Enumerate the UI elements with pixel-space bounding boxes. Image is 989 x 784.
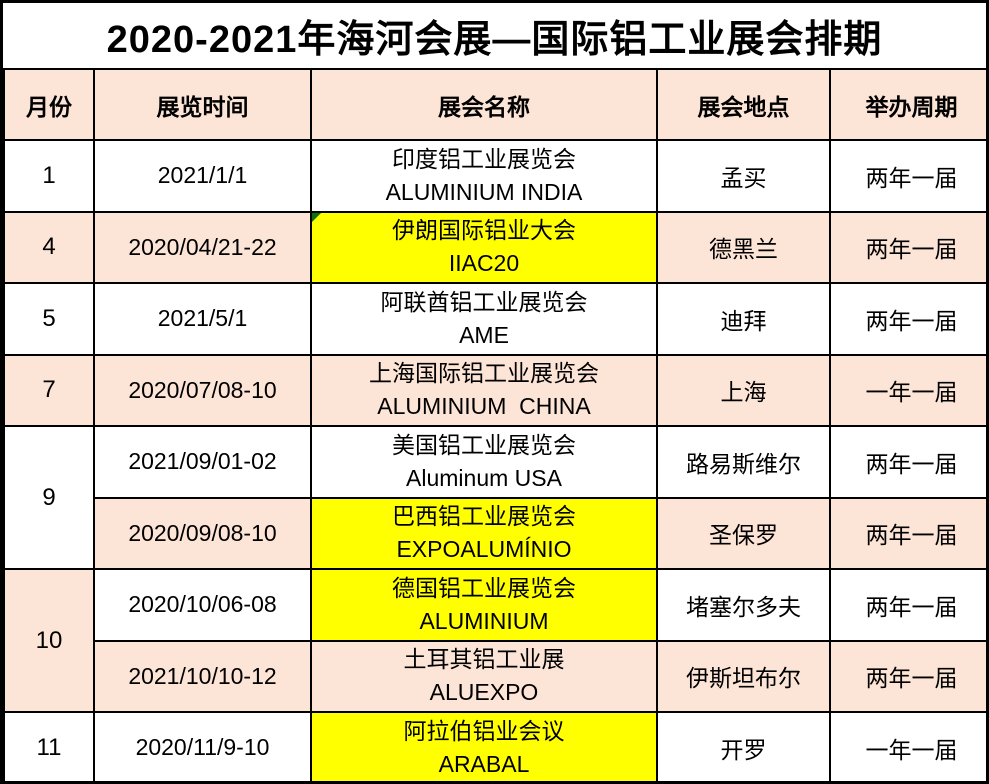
cycle-cell: 两年一届: [829, 568, 986, 642]
location-cell: 开罗: [656, 711, 831, 781]
header-location: 展会地点: [656, 68, 831, 141]
date-cell: 2021/09/01-02: [93, 425, 312, 499]
date-cell: 2020/07/08-10: [93, 353, 312, 427]
exhibition-name-cn: 美国铝工业展览会: [392, 431, 576, 458]
exhibition-name-cell: 土耳其铝工业展 ALUEXPO: [310, 639, 658, 713]
location-cell: 伊斯坦布尔: [656, 639, 831, 713]
exhibition-name-en: ALUEXPO: [429, 679, 539, 706]
month-cell: 4: [3, 210, 95, 284]
exhibition-name-cn: 印度铝工业展览会: [392, 145, 576, 172]
cycle-cell: 两年一届: [829, 425, 986, 499]
month-cell: 5: [3, 282, 95, 356]
exhibition-name-en: ALUMINIUM CHINA: [377, 393, 591, 420]
exhibition-name-cn: 阿拉伯铝业会议: [403, 717, 565, 744]
exhibition-name-en: Aluminum USA: [406, 464, 562, 491]
cycle-cell: 一年一届: [829, 711, 986, 781]
header-date: 展览时间: [93, 68, 312, 141]
table-row: 4 2020/04/21-22 伊朗国际铝业大会 IIAC20 德黑兰 两年一届: [3, 210, 986, 284]
month-cell: 1: [3, 139, 95, 213]
schedule-table: 月份 展览时间 展会名称 展会地点 举办周期 1 2021/1/1 印度铝工业展…: [3, 68, 986, 781]
month-cell: 9: [3, 425, 95, 570]
cycle-cell: 两年一届: [829, 496, 986, 570]
exhibition-name-cell: 阿拉伯铝业会议 ARABAL: [310, 711, 658, 781]
table-row: 1 2021/1/1 印度铝工业展览会 ALUMINIUM INDIA 孟买 两…: [3, 139, 986, 213]
date-cell: 2021/10/10-12: [93, 639, 312, 713]
date-cell: 2020/04/21-22: [93, 210, 312, 284]
cycle-cell: 两年一届: [829, 282, 986, 356]
header-row: 月份 展览时间 展会名称 展会地点 举办周期: [3, 68, 986, 141]
exhibition-name-en: EXPOALUMÍNIO: [396, 536, 572, 563]
date-cell: 2021/1/1: [93, 139, 312, 213]
exhibition-name-cn: 阿联酋铝工业展览会: [380, 288, 588, 315]
table-row: 9 2021/09/01-02 美国铝工业展览会 Aluminum USA 路易…: [3, 425, 986, 570]
exhibition-name-cell: 巴西铝工业展览会 EXPOALUMÍNIO: [310, 496, 658, 570]
location-cell: 迪拜: [656, 282, 831, 356]
cycle-cell: 两年一届: [829, 210, 986, 284]
exhibition-name-en: ALUMINIUM: [419, 607, 549, 634]
date-cell: 2020/11/9-10: [93, 711, 312, 781]
exhibition-name-en: ALUMINIUM INDIA: [385, 178, 583, 205]
location-cell: 孟买: [656, 139, 831, 213]
exhibition-name-cell: 伊朗国际铝业大会 IIAC20: [310, 210, 658, 284]
exhibition-name-cn: 上海国际铝工业展览会: [369, 360, 599, 387]
table-row: 2021/10/10-12 土耳其铝工业展 ALUEXPO 伊斯坦布尔 两年一届: [4, 639, 986, 713]
table-row: 5 2021/5/1 阿联酋铝工业展览会 AME 迪拜 两年一届: [3, 282, 986, 356]
exhibition-name-cell: 上海国际铝工业展览会 ALUMINIUM CHINA: [310, 353, 658, 427]
exhibition-name-en: ARABAL: [438, 750, 530, 777]
location-cell: 德黑兰: [656, 210, 831, 284]
location-cell: 路易斯维尔: [656, 425, 831, 499]
date-cell: 2020/09/08-10: [93, 496, 312, 570]
exhibition-name-cn: 德国铝工业展览会: [392, 574, 576, 601]
table-row: 7 2020/07/08-10 上海国际铝工业展览会 ALUMINIUM CHI…: [3, 353, 986, 427]
date-cell: 2021/5/1: [93, 282, 312, 356]
table-row: 2020/09/08-10 巴西铝工业展览会 EXPOALUMÍNIO 圣保罗 …: [4, 496, 986, 570]
cycle-cell: 两年一届: [829, 139, 986, 213]
header-month: 月份: [3, 68, 95, 141]
exhibition-name-cell: 德国铝工业展览会 ALUMINIUM: [310, 568, 658, 642]
month-cell: 10: [3, 568, 95, 713]
date-cell: 2020/10/06-08: [93, 568, 312, 642]
exhibition-name-cell: 阿联酋铝工业展览会 AME: [310, 282, 658, 356]
table-row: 11 2020/11/9-10 阿拉伯铝业会议 ARABAL 开罗 一年一届: [3, 711, 986, 781]
table-row: 10 2020/10/06-08 德国铝工业展览会 ALUMINIUM 堵塞尔多…: [3, 568, 986, 713]
header-name: 展会名称: [310, 68, 658, 141]
exhibition-name-en: IIAC20: [448, 250, 520, 277]
cycle-cell: 两年一届: [829, 639, 986, 713]
month-cell: 7: [3, 353, 95, 427]
location-cell: 上海: [656, 353, 831, 427]
cycle-cell: 一年一届: [829, 353, 986, 427]
exhibition-name-cn: 伊朗国际铝业大会: [392, 217, 576, 244]
exhibition-name-cell: 美国铝工业展览会 Aluminum USA: [310, 425, 658, 499]
exhibition-name-cn: 土耳其铝工业展: [403, 646, 565, 673]
location-cell: 堵塞尔多夫: [656, 568, 831, 642]
location-cell: 圣保罗: [656, 496, 831, 570]
exhibition-name-cn: 巴西铝工业展览会: [392, 503, 576, 530]
cell-corner-flag-icon: [313, 213, 321, 222]
month-cell: 11: [3, 711, 95, 781]
exhibition-name-cell: 印度铝工业展览会 ALUMINIUM INDIA: [310, 139, 658, 213]
page-title: 2020-2021年海河会展—国际铝工业展会排期: [3, 3, 986, 68]
exhibition-name-en: AME: [459, 321, 509, 348]
header-cycle: 举办周期: [829, 68, 986, 141]
